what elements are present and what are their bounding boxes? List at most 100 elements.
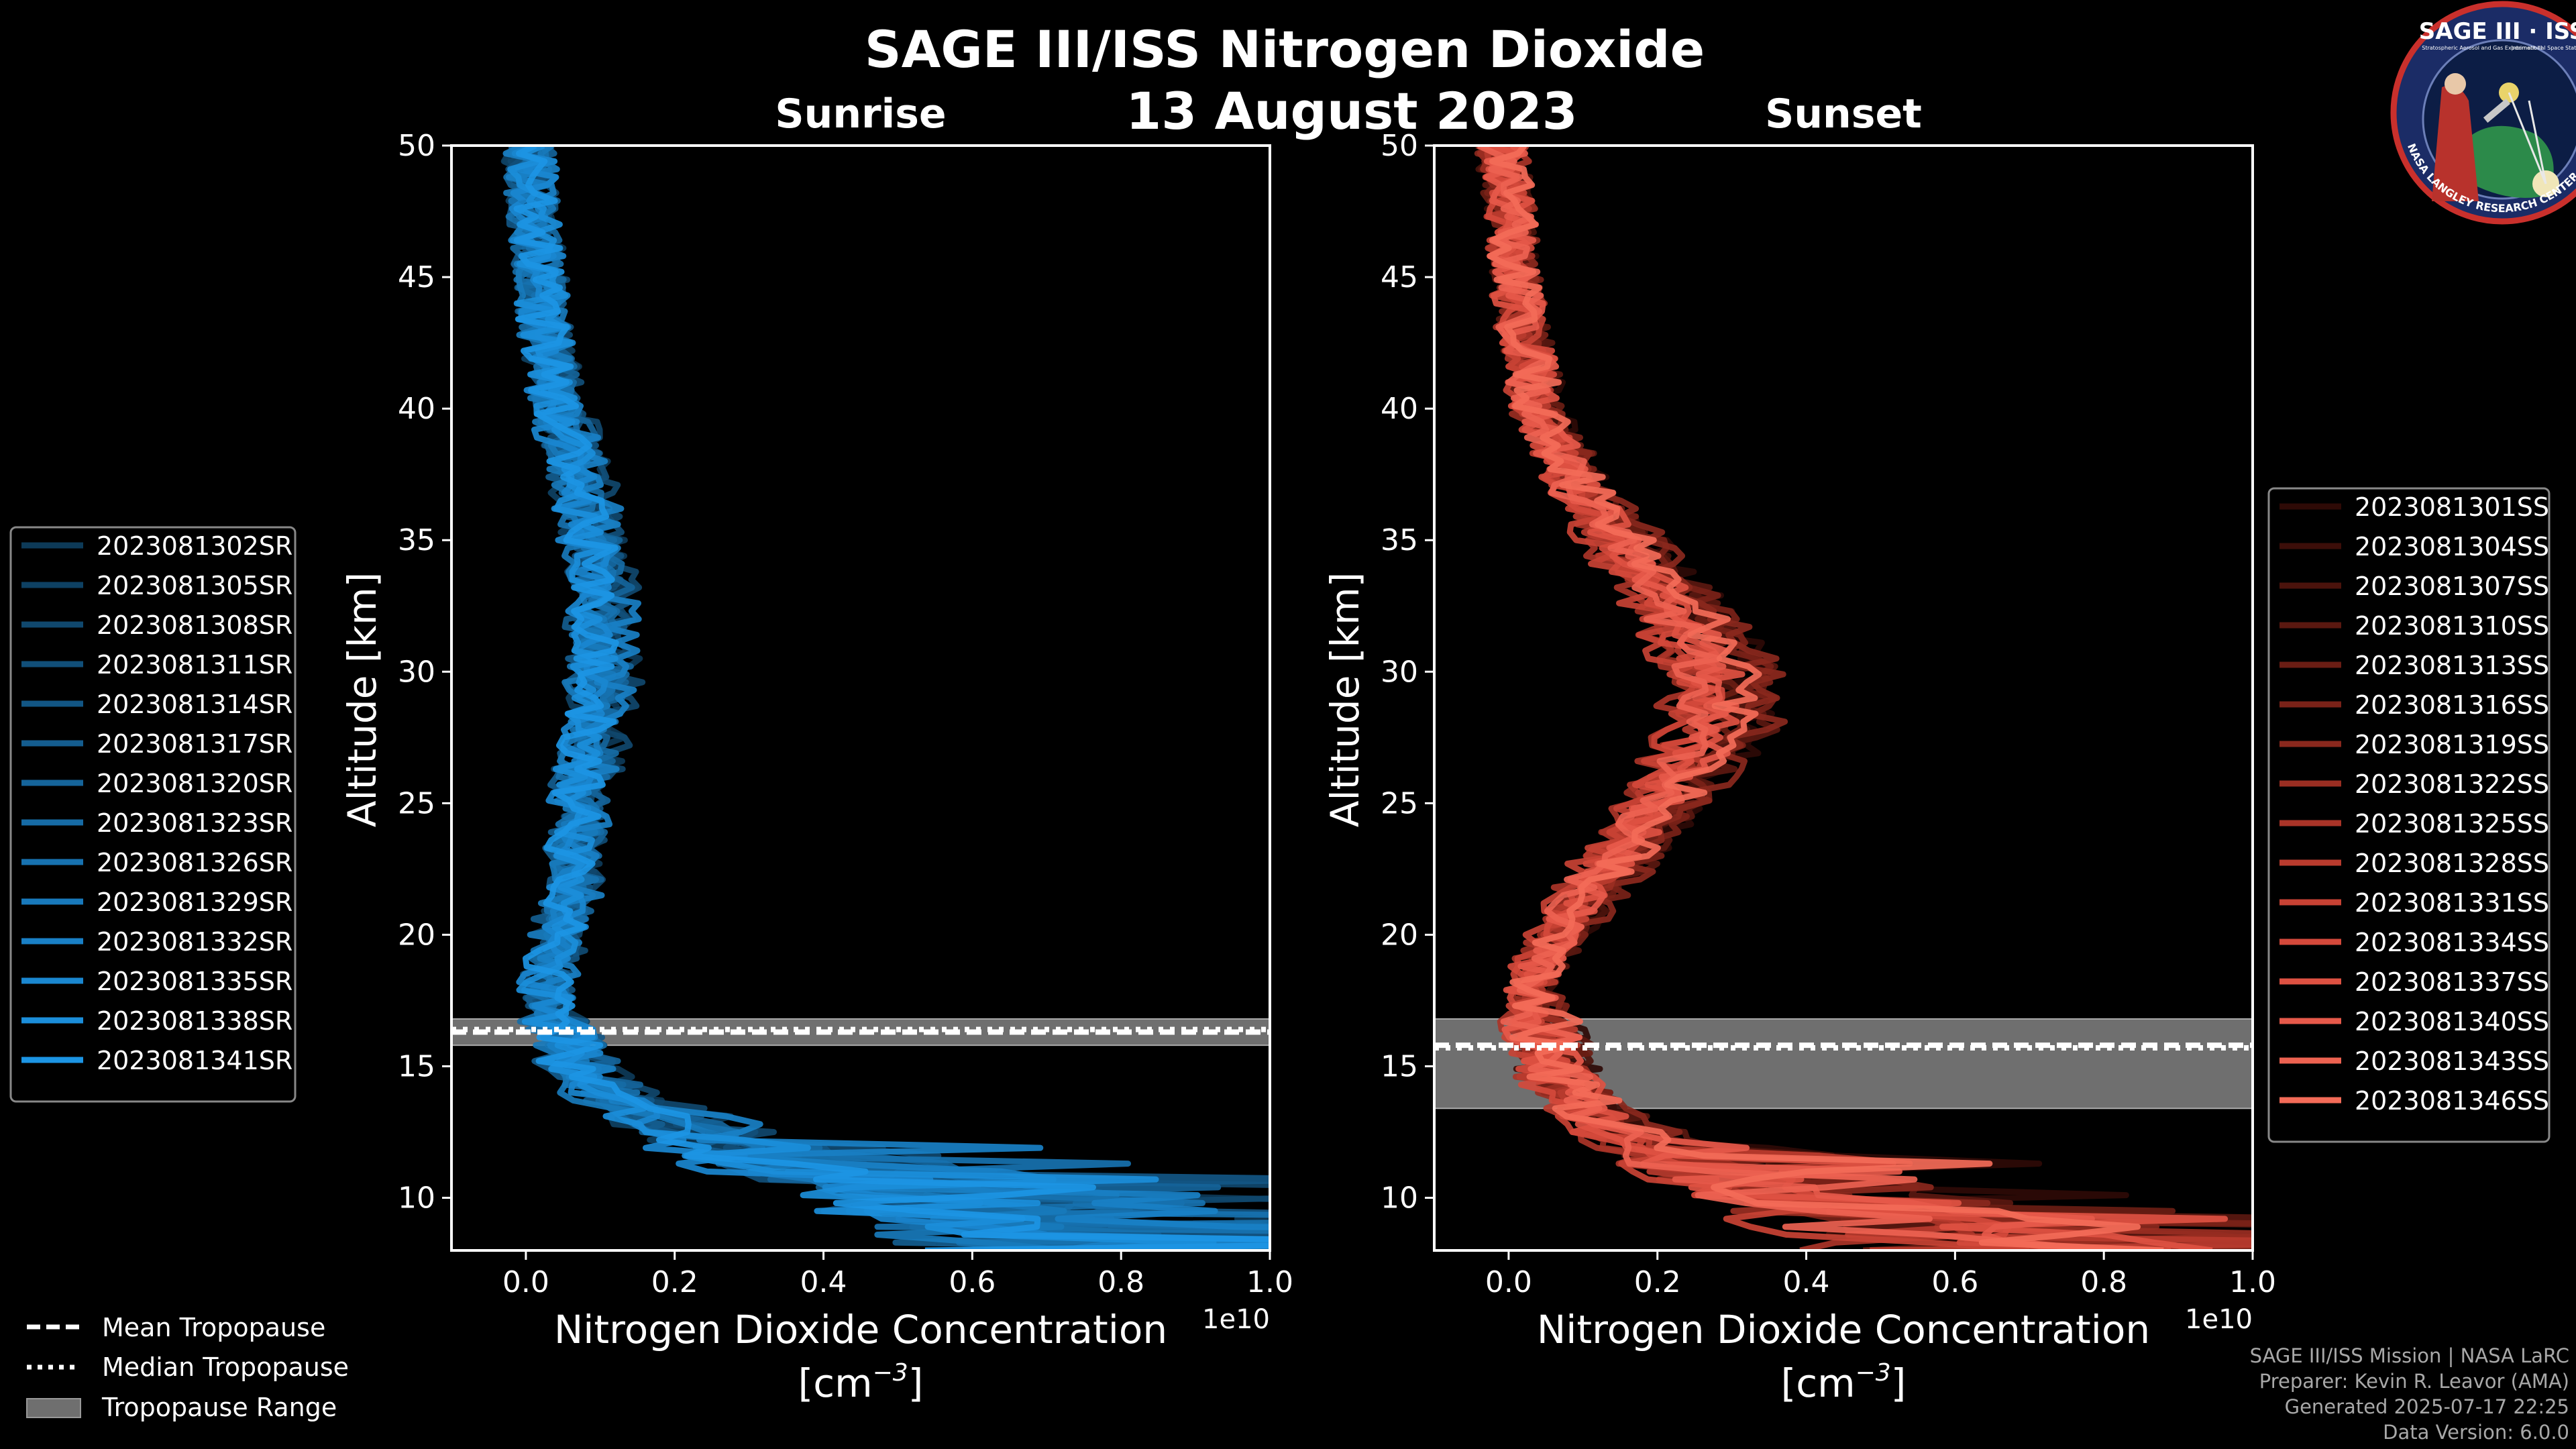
sunrise-legend-frame xyxy=(9,526,297,1103)
credit-line-preparer: Preparer: Kevin R. Leavor (AMA) xyxy=(2259,1370,2569,1393)
logo-beam-1 xyxy=(2508,92,2547,184)
sunrise-legend-label: 2023081314SR xyxy=(97,690,292,719)
sunset-y-tick-label: 45 xyxy=(1381,260,1418,294)
sunset-panel: Sunset 0.0 0.2 0.4 0.6 0.8 1.0 10 15 20 25 30 35 40 4… xyxy=(1322,91,2276,1406)
sunrise-legend-label: 2023081305SR xyxy=(97,571,292,600)
sunset-legend-label: 2023081337SS xyxy=(2355,967,2549,997)
sunset-x-tick-label: 0.4 xyxy=(1783,1265,1830,1299)
tropopause-legend: Mean Tropopause Median Tropopause Tropop… xyxy=(26,1313,349,1422)
sunset-y-tick-label: 40 xyxy=(1381,392,1418,426)
sunrise-legend-label: 2023081323SR xyxy=(97,808,292,838)
sunrise-x-axis-units: [cm−3] xyxy=(798,1359,924,1406)
figure-title: SAGE III/ISS Nitrogen Dioxide xyxy=(865,19,1705,79)
sunset-x-axis-label: Nitrogen Dioxide Concentration xyxy=(1537,1307,2150,1352)
sunrise-x-tick-label: 0.6 xyxy=(949,1265,996,1299)
sunrise-x-scale-label: 1e10 xyxy=(1202,1304,1270,1335)
sunrise-legend: 2023081302SR 2023081305SR 2023081308SR 2023… xyxy=(9,526,297,1103)
sunrise-y-tick-label: 35 xyxy=(398,523,435,557)
logo-small-left-text: Stratospheric Aerosol and Gas Experiment… xyxy=(2422,45,2542,51)
sunset-x-scale-label: 1e10 xyxy=(2185,1304,2253,1335)
sunrise-legend-label: 2023081329SR xyxy=(97,888,292,917)
sunrise-y-tick-label: 40 xyxy=(398,392,435,426)
sunset-legend-label: 2023081331SS xyxy=(2355,888,2549,918)
sunrise-panel: Sunrise 0.0 0.2 0.4 0.6 0.8 1.0 10 15 20 25 30 35 40… xyxy=(339,91,1293,1406)
sunset-legend-label: 2023081325SS xyxy=(2355,809,2549,839)
sunset-legend-label: 2023081328SS xyxy=(2355,849,2549,878)
sunrise-panel-title: Sunrise xyxy=(775,91,946,138)
sunrise-legend-label: 2023081311SR xyxy=(97,650,292,680)
sunset-series-2023081346SS xyxy=(1487,146,2164,1250)
sunset-y-tick-label: 25 xyxy=(1381,786,1418,820)
sunrise-y-tick-label: 10 xyxy=(398,1181,435,1216)
sunset-legend-label: 2023081301SS xyxy=(2355,492,2549,522)
sunrise-legend-label: 2023081326SR xyxy=(97,848,292,877)
sunrise-x-tick-label: 0.4 xyxy=(800,1265,847,1299)
sunset-y-tick-label: 10 xyxy=(1381,1181,1418,1216)
sunrise-legend-label: 2023081335SR xyxy=(97,967,292,996)
sunset-x-tick-label: 0.0 xyxy=(1485,1265,1532,1299)
sunrise-legend-label: 2023081341SR xyxy=(97,1046,292,1075)
sunrise-legend-label: 2023081332SR xyxy=(97,927,292,957)
sunset-legend-label: 2023081307SS xyxy=(2355,572,2549,601)
sunset-x-axis-units: [cm−3] xyxy=(1781,1359,1907,1406)
sunset-legend-label: 2023081313SS xyxy=(2355,651,2549,680)
sunset-legend: 2023081301SS 2023081304SS 2023081307SS 2023… xyxy=(2267,487,2551,1143)
sunset-legend-label: 2023081319SS xyxy=(2355,730,2549,759)
logo-small-right-text: International Space Station xyxy=(2512,45,2576,51)
sunrise-y-axis-label: Altitude [km] xyxy=(339,572,385,827)
sunset-legend-label: 2023081340SS xyxy=(2355,1007,2549,1036)
sunrise-x-tick-label: 1.0 xyxy=(1246,1265,1293,1299)
sunset-x-tick-label: 0.8 xyxy=(2080,1265,2127,1299)
sunrise-axes-frame xyxy=(450,144,1271,1252)
logo-figure-shape xyxy=(2432,85,2479,201)
logo-figure-head xyxy=(2445,73,2466,95)
logo-beam-2 xyxy=(2528,100,2547,184)
sunrise-x-tick-label: 0.0 xyxy=(502,1265,549,1299)
sunset-x-tick-label: 0.2 xyxy=(1634,1265,1681,1299)
mean-tropopause-label: Mean Tropopause xyxy=(102,1313,325,1342)
sunrise-y-tick-label: 20 xyxy=(398,918,435,952)
sunset-legend-label: 2023081322SS xyxy=(2355,769,2549,799)
sunrise-x-tick-label: 0.8 xyxy=(1097,1265,1144,1299)
sunset-y-axis-label: Altitude [km] xyxy=(1322,572,1368,827)
sunset-legend-label: 2023081346SS xyxy=(2355,1086,2549,1116)
tropopause-range-label: Tropopause Range xyxy=(101,1393,337,1422)
sunrise-legend-label: 2023081302SR xyxy=(97,531,292,561)
logo-top-text: SAGE III · ISS xyxy=(2419,18,2576,45)
sunset-legend-label: 2023081304SS xyxy=(2355,532,2549,561)
sunset-legend-label: 2023081343SS xyxy=(2355,1046,2549,1076)
sunrise-y-tick-label: 25 xyxy=(398,786,435,820)
sunset-x-tick-label: 0.6 xyxy=(1931,1265,1978,1299)
figure-date: 13 August 2023 xyxy=(1126,81,1577,141)
sunset-y-tick-label: 30 xyxy=(1381,655,1418,689)
sunrise-legend-label: 2023081338SR xyxy=(97,1006,292,1036)
median-tropopause-label: Median Tropopause xyxy=(102,1352,349,1382)
sunrise-legend-label: 2023081317SR xyxy=(97,729,292,759)
credits-block: SAGE III/ISS Mission | NASA LaRC Prepare… xyxy=(2250,1343,2569,1445)
sunset-y-tick-label: 15 xyxy=(1381,1050,1418,1084)
sunrise-legend-label: 2023081308SR xyxy=(97,610,292,640)
sunset-y-tick-label: 20 xyxy=(1381,918,1418,952)
sunset-legend-label: 2023081310SS xyxy=(2355,611,2549,641)
sunrise-y-tick-label: 15 xyxy=(398,1050,435,1084)
sunset-x-tick-label: 1.0 xyxy=(2229,1265,2276,1299)
sunset-panel-title: Sunset xyxy=(1765,91,1922,138)
credit-line-version: Data Version: 6.0.0 xyxy=(2383,1421,2569,1444)
credit-line-generated: Generated 2025-07-17 22:25 xyxy=(2284,1395,2569,1418)
sunrise-series-2023081341SR xyxy=(513,146,1270,1250)
sunset-legend-label: 2023081334SS xyxy=(2355,928,2549,957)
tropopause-range-swatch xyxy=(26,1398,81,1418)
sunset-y-tick-label: 50 xyxy=(1381,129,1418,163)
sunset-y-tick-label: 35 xyxy=(1381,523,1418,557)
sunrise-x-axis-label: Nitrogen Dioxide Concentration xyxy=(554,1307,1167,1352)
logo-station-shape xyxy=(2483,99,2511,123)
credit-line-mission: SAGE III/ISS Mission | NASA LaRC xyxy=(2249,1344,2569,1367)
sunset-axes-frame xyxy=(1433,144,2254,1252)
sunrise-legend-label: 2023081320SR xyxy=(97,769,292,798)
sunrise-y-tick-label: 50 xyxy=(398,129,435,163)
sunset-legend-label: 2023081316SS xyxy=(2355,690,2549,720)
sunrise-y-tick-label: 45 xyxy=(398,260,435,294)
sunset-series-2023081343SS xyxy=(1477,146,2108,1250)
sunrise-y-tick-label: 30 xyxy=(398,655,435,689)
